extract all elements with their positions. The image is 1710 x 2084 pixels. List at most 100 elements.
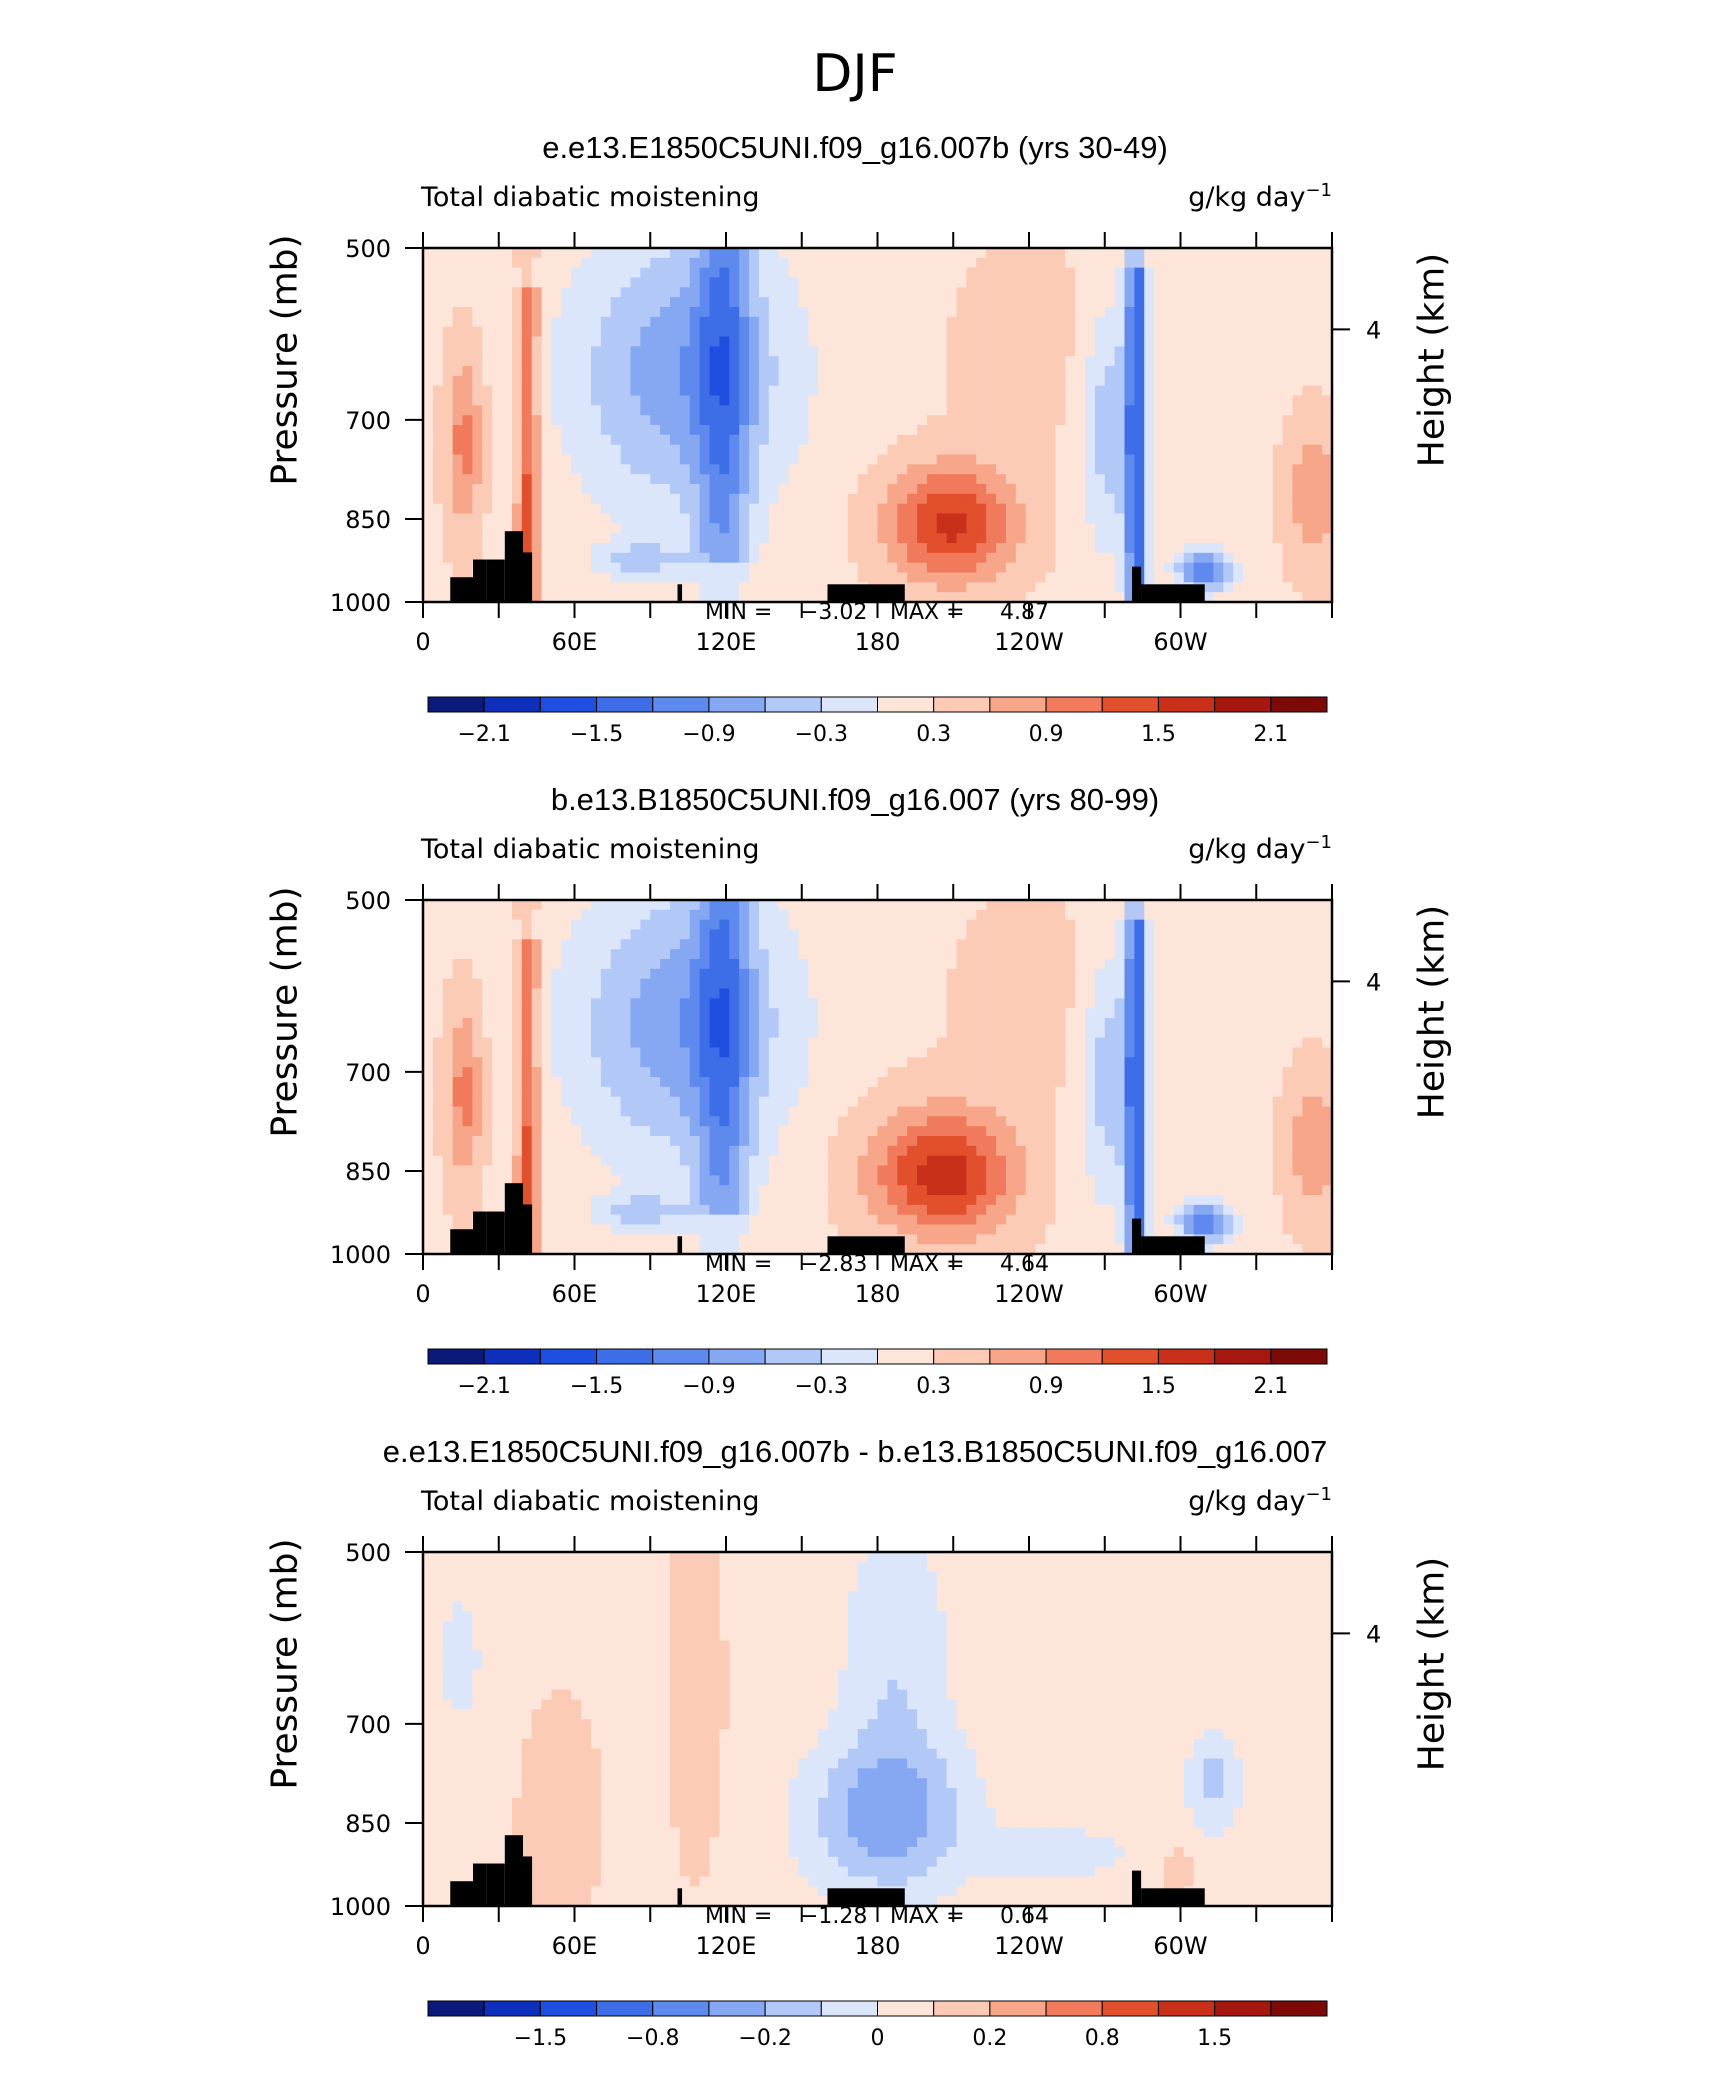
heatmap-cell — [1213, 563, 1223, 573]
heatmap-cell — [957, 268, 967, 278]
heatmap-cell — [848, 1077, 858, 1087]
heatmap-cell — [482, 1048, 492, 1058]
heatmap-cell — [838, 327, 848, 337]
heatmap-cell — [848, 1185, 858, 1195]
heatmap-cell — [542, 356, 552, 366]
heatmap-cell — [779, 1048, 789, 1058]
heatmap-cell — [591, 307, 601, 317]
heatmap-cell — [818, 1087, 828, 1097]
heatmap-cell — [719, 949, 729, 959]
heatmap-cell — [463, 484, 473, 494]
heatmap-cell — [719, 307, 729, 317]
heatmap-cell — [789, 484, 799, 494]
heatmap-cell — [779, 563, 789, 573]
heatmap-cell — [1312, 435, 1322, 445]
heatmap-cell — [443, 1185, 453, 1195]
heatmap-cell — [640, 533, 650, 543]
heatmap-cell — [1055, 258, 1065, 268]
heatmap-cell — [1045, 366, 1055, 376]
heatmap-cell — [680, 1048, 690, 1058]
heatmap-cell — [423, 396, 433, 406]
heatmap-cell — [789, 533, 799, 543]
heatmap-cell — [1154, 307, 1164, 317]
heatmap-cell — [532, 258, 542, 268]
heatmap-cell — [1233, 415, 1243, 425]
heatmap-cell — [1263, 346, 1273, 356]
heatmap-cell — [571, 1156, 581, 1166]
heatmap-cell — [1026, 514, 1036, 524]
heatmap-cell — [769, 405, 779, 415]
heatmap-cell — [1273, 425, 1283, 435]
heatmap-cell — [463, 998, 473, 1008]
heatmap-cell — [1154, 396, 1164, 406]
heatmap-cell — [878, 376, 888, 386]
heatmap-cell — [522, 504, 532, 514]
heatmap-cell — [1184, 514, 1194, 524]
heatmap-cell — [680, 464, 690, 474]
heatmap-cell — [848, 504, 858, 514]
heatmap-cell — [581, 523, 591, 533]
heatmap-cell — [769, 1234, 779, 1244]
x-tick-label: 60E — [552, 628, 598, 656]
heatmap-cell — [532, 523, 542, 533]
heatmap-cell — [828, 969, 838, 979]
heatmap-cell — [779, 1107, 789, 1117]
heatmap-cell — [937, 474, 947, 484]
heatmap-cell — [749, 1215, 759, 1225]
heatmap-cell — [917, 464, 927, 474]
heatmap-cell — [433, 474, 443, 484]
heatmap-cell — [828, 959, 838, 969]
heatmap-cell — [472, 523, 482, 533]
heatmap-cell — [1144, 278, 1154, 288]
heatmap-cell — [1065, 356, 1075, 366]
heatmap-cell — [1065, 563, 1075, 573]
heatmap-cell — [472, 1018, 482, 1028]
heatmap-cell — [1312, 356, 1322, 366]
heatmap-cell — [729, 1146, 739, 1156]
heatmap-cell — [976, 268, 986, 278]
heatmap-cell — [423, 1146, 433, 1156]
heatmap-cell — [492, 455, 502, 465]
heatmap-cell — [551, 1077, 561, 1087]
heatmap-cell — [729, 337, 739, 347]
heatmap-cell — [710, 1057, 720, 1067]
heatmap-cell — [700, 1087, 710, 1097]
heatmap-cell — [660, 386, 670, 396]
heatmap-cell — [1253, 307, 1263, 317]
heatmap-cell — [453, 900, 463, 910]
heatmap-cell — [443, 1097, 453, 1107]
heatmap-cell — [522, 1116, 532, 1126]
heatmap-cell — [710, 573, 720, 583]
heatmap-cell — [1055, 317, 1065, 327]
heatmap-cell — [512, 998, 522, 1008]
heatmap-cell — [1115, 346, 1125, 356]
heatmap-cell — [749, 248, 759, 258]
heatmap-cell — [808, 317, 818, 327]
heatmap-cell — [769, 1136, 779, 1146]
heatmap-cell — [1243, 337, 1253, 347]
heatmap-cell — [1134, 248, 1144, 258]
heatmap-cell — [650, 346, 660, 356]
heatmap-cell — [1006, 396, 1016, 406]
heatmap-cell — [680, 989, 690, 999]
heatmap-cell — [1085, 258, 1095, 268]
heatmap-cell — [611, 553, 621, 563]
heatmap-cell — [611, 425, 621, 435]
heatmap-cell — [571, 287, 581, 297]
heatmap-cell — [522, 969, 532, 979]
heatmap-cell — [640, 523, 650, 533]
heatmap-cell — [621, 979, 631, 989]
heatmap-cell — [897, 464, 907, 474]
heatmap-cell — [957, 317, 967, 327]
heatmap-cell — [502, 1136, 512, 1146]
heatmap-cell — [1085, 405, 1095, 415]
heatmap-cell — [453, 1067, 463, 1077]
heatmap-cell — [453, 1038, 463, 1048]
heatmap-cell — [789, 1048, 799, 1058]
heatmap-cell — [561, 1028, 571, 1038]
heatmap-cell — [917, 494, 927, 504]
heatmap-cell — [828, 533, 838, 543]
heatmap-cell — [433, 553, 443, 563]
heatmap-cell — [1312, 514, 1322, 524]
heatmap-cell — [957, 278, 967, 288]
